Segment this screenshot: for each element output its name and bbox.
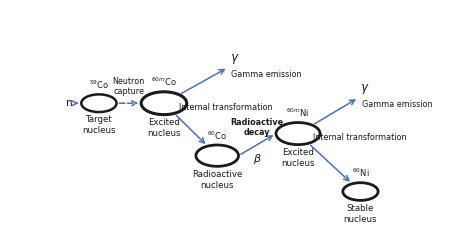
Text: Excited
nucleus: Excited nucleus <box>147 118 181 138</box>
Text: Gamma emission: Gamma emission <box>231 70 301 79</box>
Text: $\beta$: $\beta$ <box>253 152 262 166</box>
Text: Target
nucleus: Target nucleus <box>82 115 116 136</box>
Text: $^{60}$Ni: $^{60}$Ni <box>352 167 369 179</box>
Text: Radioactive
nucleus: Radioactive nucleus <box>192 170 242 190</box>
Text: Neutron
capture: Neutron capture <box>113 77 145 96</box>
Text: $^{60m}$Co: $^{60m}$Co <box>151 76 177 88</box>
Text: Internal transformation: Internal transformation <box>313 133 406 142</box>
Text: Radioactive
decay: Radioactive decay <box>231 118 284 137</box>
Text: Gamma emission: Gamma emission <box>362 100 432 109</box>
Text: $\gamma$: $\gamma$ <box>360 82 370 96</box>
Text: $^{60m}$Ni: $^{60m}$Ni <box>286 107 310 119</box>
Text: $\gamma$: $\gamma$ <box>230 52 239 66</box>
Text: $^{59}$Co: $^{59}$Co <box>89 79 109 91</box>
Text: Internal transformation: Internal transformation <box>179 103 272 112</box>
Text: Stable
nucleus: Stable nucleus <box>344 204 377 224</box>
Text: Excited
nucleus: Excited nucleus <box>281 148 315 168</box>
Text: $^{60}$Co: $^{60}$Co <box>207 129 228 142</box>
Text: n: n <box>66 98 73 108</box>
